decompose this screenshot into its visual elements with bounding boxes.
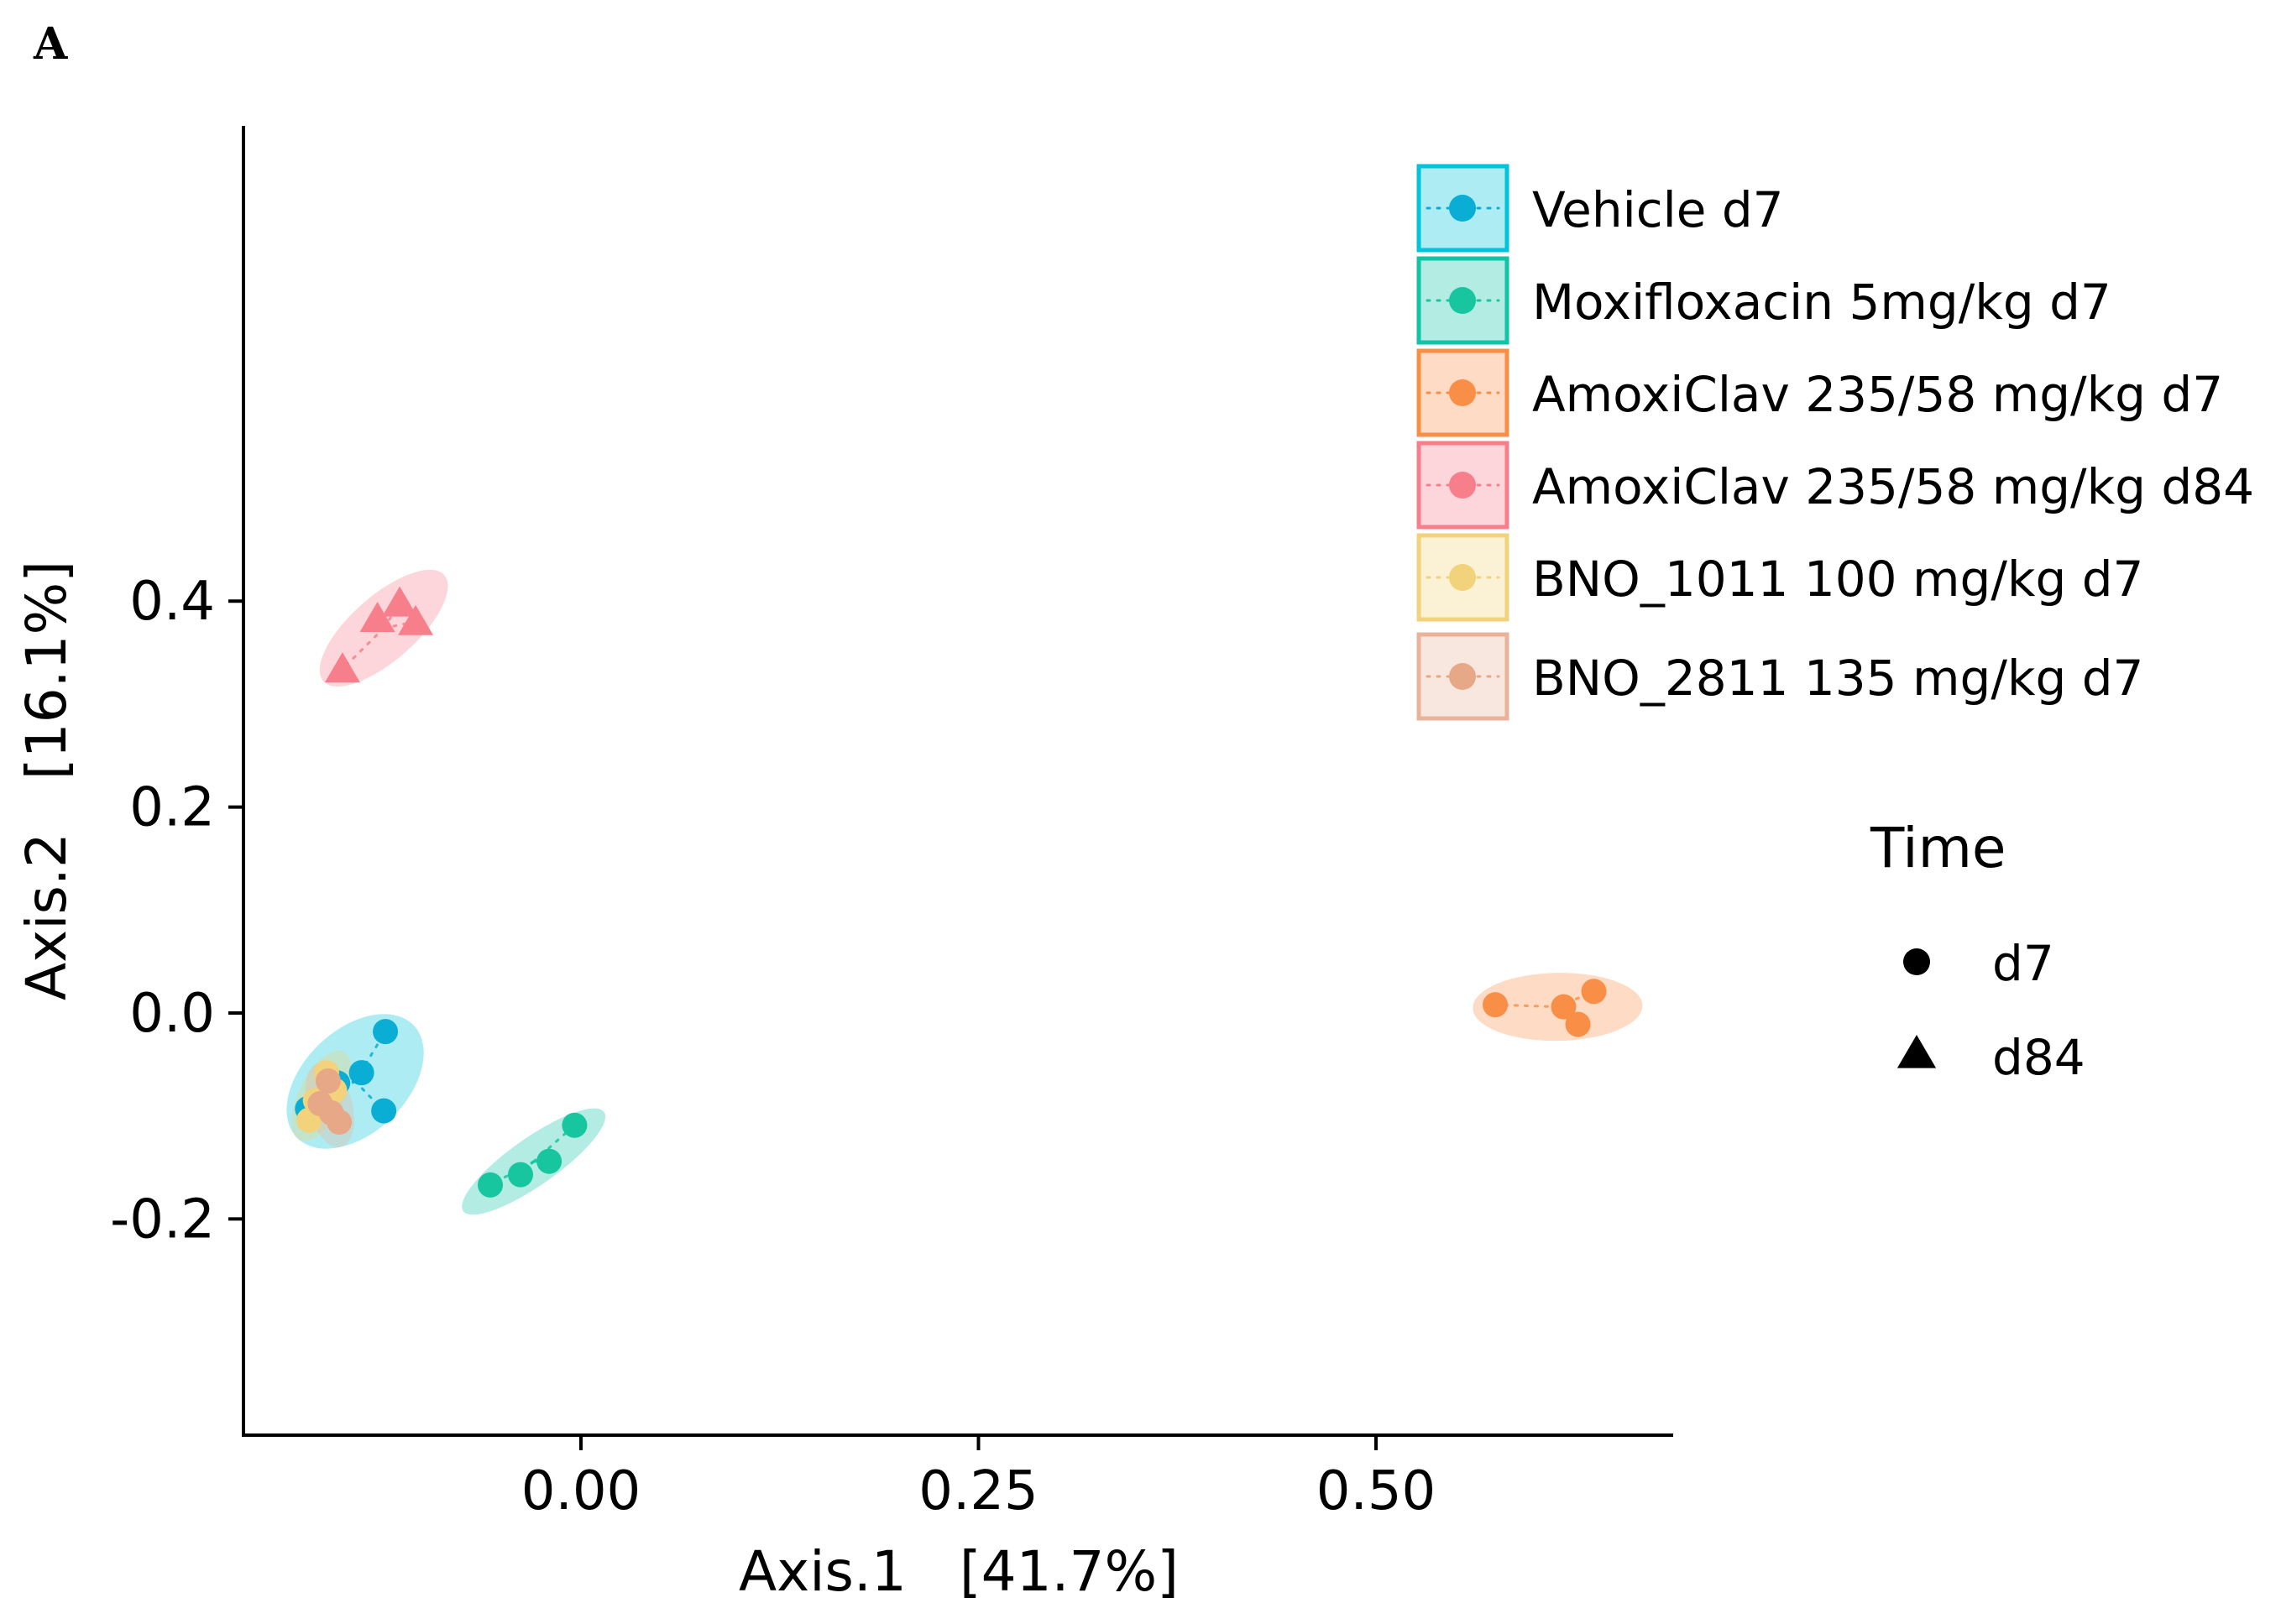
legend-label: BNO_2811 135 mg/kg d7 [1532,650,2143,707]
legend-swatch [1416,348,1509,437]
point-amoxiclav-235-58-mg-kg-d84 [382,586,418,617]
time-legend-items: d7 d84 [1896,935,2085,1086]
point-bno-2811-135-mg-kg-d7 [318,1100,344,1126]
x-ticks: 0.00 0.25 0.50 [521,1435,1436,1522]
y-tick-label: 0.2 [129,777,215,839]
x-tick-label: 0.00 [521,1460,641,1522]
legend-marker [1449,663,1476,690]
axes: -0.2 0.0 0.2 0.4 0.00 0.25 0.50 [110,126,1673,1522]
connector-amoxiclav-235-58-mg-kg-d84 [341,626,385,671]
point-vehicle-d7 [348,1060,374,1086]
point-vehicle-d7 [371,1098,397,1124]
point-moxifloxacin-5mg-kg-d7 [562,1112,588,1138]
time-legend-item-d84: d84 [1896,1029,2085,1086]
data-points [295,586,1607,1198]
y-axis-title: Axis.2 [16.1%] [14,561,79,1000]
point-amoxiclav-235-58-mg-kg-d84 [398,604,434,635]
point-amoxiclav-235-58-mg-kg-d7 [1565,1011,1591,1037]
legend-swatch [1416,441,1509,530]
panel-label: A [33,18,68,70]
legend-item-amoxiclav-235-58-mg-kg-d84: AmoxiClav 235/58 mg/kg d84 [1416,441,2254,530]
point-amoxiclav-235-58-mg-kg-d7 [1483,992,1509,1018]
legend-label: BNO_1011 100 mg/kg d7 [1532,551,2143,608]
x-tick-label: 0.25 [918,1460,1038,1522]
y-tick-label: -0.2 [110,1188,215,1251]
legend-marker [1449,287,1476,314]
legend-item-amoxiclav-235-58-mg-kg-d7: AmoxiClav 235/58 mg/kg d7 [1416,348,2223,437]
y-tick-label: 0.4 [129,571,215,633]
point-vehicle-d7 [373,1019,399,1045]
legend-label: AmoxiClav 235/58 mg/kg d84 [1532,458,2254,515]
legend-marker [1449,379,1476,406]
legend-marker [1449,472,1476,499]
x-axis-title: Axis.1 [41.7%] [739,1539,1179,1604]
point-amoxiclav-235-58-mg-kg-d84 [324,652,360,683]
group-legend: Vehicle d7 Moxifloxacin 5mg/kg d7 AmoxiCla… [1416,164,2254,721]
point-amoxiclav-235-58-mg-kg-d84 [359,602,395,633]
legend-marker [1449,195,1476,222]
point-amoxiclav-235-58-mg-kg-d7 [1551,994,1577,1020]
y-tick-label: 0.0 [129,983,215,1045]
time-legend: Time d7 d84 [1870,816,2085,1086]
legend-item-bno-2811-135-mg-kg-d7: BNO_2811 135 mg/kg d7 [1416,632,2143,721]
group-connectors [306,602,1595,1187]
legend-label: Moxifloxacin 5mg/kg d7 [1532,274,2111,331]
y-ticks: -0.2 0.0 0.2 0.4 [110,571,243,1251]
legend-label: AmoxiClav 235/58 mg/kg d7 [1532,366,2223,423]
point-moxifloxacin-5mg-kg-d7 [536,1148,562,1174]
point-moxifloxacin-5mg-kg-d7 [478,1172,504,1198]
connector-vehicle-d7 [353,1079,385,1113]
plot-area [286,569,1643,1215]
time-legend-title: Time [1870,816,2006,880]
time-legend-label: d84 [1992,1029,2085,1086]
time-legend-item-d7: d7 [1903,935,2054,992]
legend-item-bno-1011-100-mg-kg-d7: BNO_1011 100 mg/kg d7 [1416,533,2143,622]
point-moxifloxacin-5mg-kg-d7 [508,1162,534,1188]
x-tick-label: 0.50 [1316,1460,1436,1522]
legend-item-moxifloxacin-5mg-kg-d7: Moxifloxacin 5mg/kg d7 [1416,256,2111,345]
point-bno-2811-135-mg-kg-d7 [315,1068,341,1094]
legend-item-vehicle-d7: Vehicle d7 [1416,164,1784,253]
circle-icon [1903,948,1930,975]
triangle-icon [1896,1035,1937,1068]
legend-marker [1449,564,1476,591]
time-legend-label: d7 [1992,935,2054,992]
point-amoxiclav-235-58-mg-kg-d7 [1581,979,1607,1005]
legend-label: Vehicle d7 [1532,181,1784,238]
